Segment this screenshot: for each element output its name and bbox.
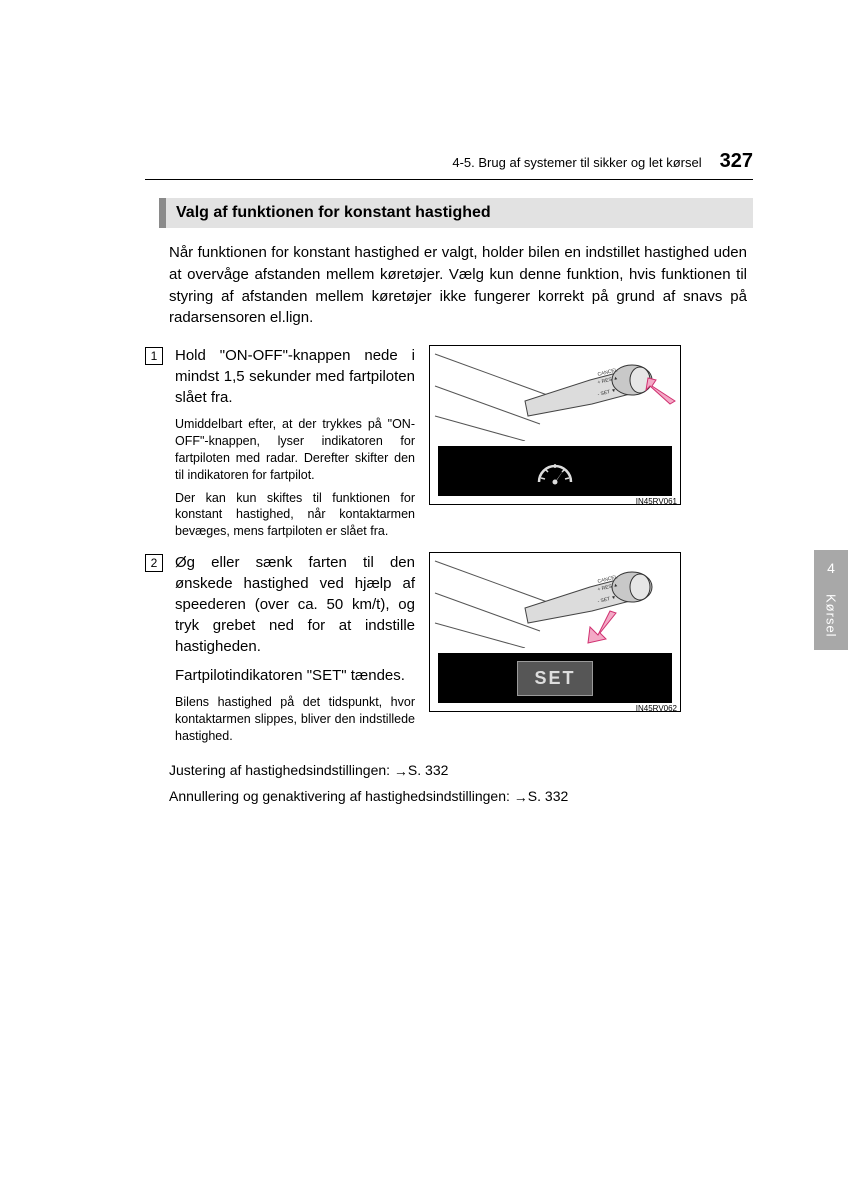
side-tab-label: Kørsel xyxy=(824,594,839,638)
figure-frame: CANCEL + RES ▲ - SET ▼ SET IN45RV062 xyxy=(429,552,681,712)
lever-illustration: CANCEL + RES ▲ - SET ▼ xyxy=(430,346,680,441)
ref-line-2: Annullering og genaktivering af hastighe… xyxy=(169,783,753,810)
ref-line-1: Justering af hastighedsindstillingen: →S… xyxy=(169,757,753,784)
step-text: Hold "ON-OFF"-knappen nede i mindst 1,5 … xyxy=(175,345,415,546)
figure-2: CANCEL + RES ▲ - SET ▼ SET IN45RV062 xyxy=(429,552,681,751)
step-number: 1 xyxy=(145,347,163,365)
section-label: 4-5. Brug af systemer til sikker og let … xyxy=(452,155,701,170)
cross-references: Justering af hastighedsindstillingen: →S… xyxy=(169,757,753,810)
section-heading: Valg af funktionen for konstant hastighe… xyxy=(159,198,753,228)
arrow-right-icon: → xyxy=(394,758,408,785)
step-1: 1 Hold "ON-OFF"-knappen nede i mindst 1,… xyxy=(145,345,753,546)
indicator-panel xyxy=(438,446,672,496)
speedometer-icon xyxy=(535,454,575,488)
step-content: Hold "ON-OFF"-knappen nede i mindst 1,5 … xyxy=(175,345,753,546)
step-sub-text: Umiddelbart efter, at der trykkes på "ON… xyxy=(175,416,415,484)
step-text: Øg eller sænk farten til den ønskede has… xyxy=(175,552,415,751)
set-indicator: SET xyxy=(517,661,592,696)
intro-paragraph: Når funktionen for konstant hastighed er… xyxy=(169,242,747,329)
step-main-text-2: Fartpilotindikatoren "SET" tændes. xyxy=(175,665,415,686)
page-header: 4-5. Brug af systemer til sikker og let … xyxy=(145,150,753,173)
figure-1: CANCEL + RES ▲ - SET ▼ xyxy=(429,345,681,546)
step-sub-text: Der kan kun skiftes til funktionen for k… xyxy=(175,490,415,541)
header-rule xyxy=(145,179,753,180)
arrow-down-icon xyxy=(588,611,616,643)
side-tab: 4 Kørsel xyxy=(814,550,848,650)
step-content: Øg eller sænk farten til den ønskede has… xyxy=(175,552,753,751)
arrow-right-icon: → xyxy=(514,784,528,811)
step-main-text: Hold "ON-OFF"-knappen nede i mindst 1,5 … xyxy=(175,345,415,408)
figure-id: IN45RV061 xyxy=(635,497,678,505)
page-number: 327 xyxy=(720,150,753,173)
side-tab-chapter: 4 xyxy=(827,560,835,576)
step-sub-text: Bilens hastighed på det tidspunkt, hvor … xyxy=(175,694,415,745)
step-2: 2 Øg eller sænk farten til den ønskede h… xyxy=(145,552,753,751)
figure-frame: CANCEL + RES ▲ - SET ▼ xyxy=(429,345,681,505)
step-main-text: Øg eller sænk farten til den ønskede has… xyxy=(175,552,415,657)
arrow-press-icon xyxy=(646,378,675,404)
lever-illustration: CANCEL + RES ▲ - SET ▼ xyxy=(430,553,680,648)
page: 4-5. Brug af systemer til sikker og let … xyxy=(0,0,848,870)
figure-id: IN45RV062 xyxy=(635,704,678,712)
step-number: 2 xyxy=(145,554,163,572)
indicator-panel: SET xyxy=(438,653,672,703)
